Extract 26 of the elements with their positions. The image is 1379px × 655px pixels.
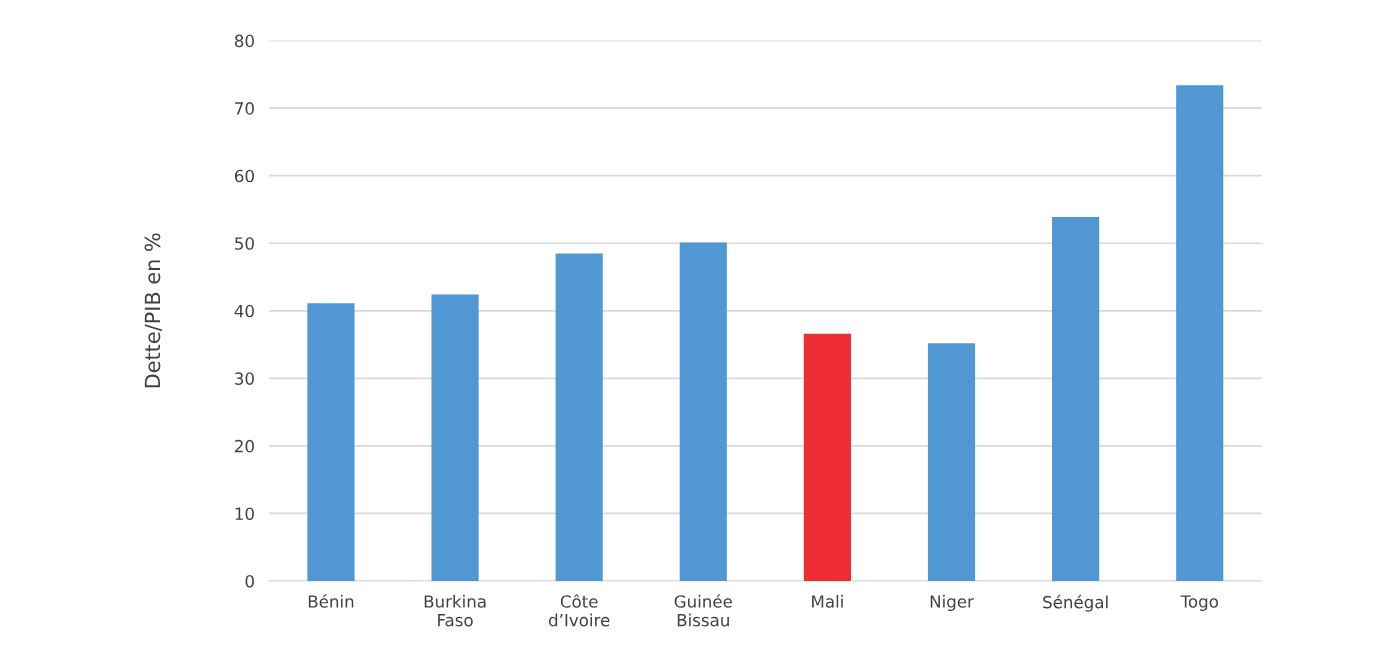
- x-tick-label: Togo: [1180, 595, 1218, 611]
- bar: [555, 253, 603, 581]
- y-tick-label: 60: [234, 169, 254, 183]
- bar: [679, 242, 727, 581]
- x-tick-label: Côte d’Ivoire: [548, 594, 610, 627]
- y-tick-label: 30: [235, 372, 254, 385]
- x-tick-label: Burkina Faso: [424, 594, 486, 627]
- bar: [1176, 85, 1224, 581]
- y-tick-label: 80: [234, 34, 254, 48]
- y-axis-title: Dette/PIB en %: [144, 233, 162, 388]
- x-tick-label: Niger: [930, 594, 974, 611]
- x-tick-label: Bénin: [308, 594, 354, 608]
- x-tick-label: Mali: [812, 594, 843, 608]
- y-tick-label: 20: [235, 439, 254, 453]
- bar: [803, 333, 851, 581]
- x-tick-label: Sénégal: [1043, 594, 1108, 612]
- bar: [431, 294, 479, 581]
- x-tick-label: Guinée Bissau: [674, 594, 732, 627]
- y-tick-label: 40: [234, 304, 254, 318]
- y-tick-label: 70: [235, 102, 254, 115]
- y-tick-label: 0: [245, 574, 254, 588]
- y-tick-label: 10: [235, 507, 254, 521]
- bar: [927, 343, 976, 581]
- y-tick-label: 50: [235, 237, 254, 250]
- bar: [307, 303, 355, 581]
- bar: [1052, 216, 1100, 581]
